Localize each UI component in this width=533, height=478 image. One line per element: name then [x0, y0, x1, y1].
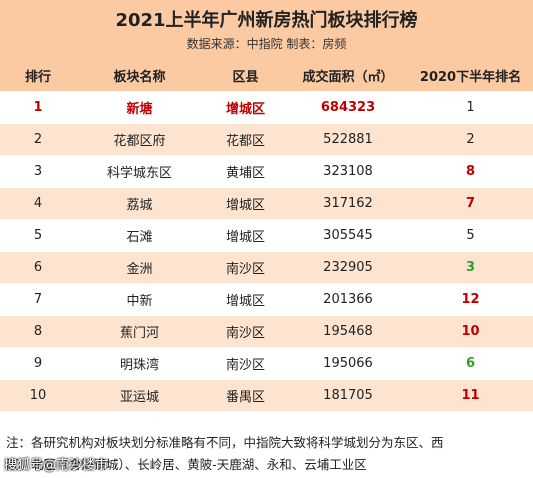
footnote-line-1: 注：各研究机构对板块划分标准略有不同，中指院大致将科学城划分为东区、西: [6, 435, 444, 450]
cell-area: 201366: [288, 283, 408, 316]
footnote-line-2: 区、北区（含知识城）、长岭居、黄陂-天鹿湖、永和、云埔工业区: [6, 457, 367, 472]
cell-rank: 7: [0, 283, 76, 316]
cell-prev-rank: 1: [408, 91, 533, 124]
cell-district: 增城区: [203, 187, 288, 220]
table-body: 1 新塘 增城区 684323 1 2 花都区府 花都区 522881 2 3 科学城东区 黄埔区 323…: [0, 91, 533, 412]
cell-rank: 10: [0, 379, 76, 412]
cell-area: 305545: [288, 219, 408, 252]
cell-name: 亚运城: [76, 379, 203, 412]
cell-name: 花都区府: [76, 123, 203, 156]
cell-prev-rank: 6: [408, 347, 533, 380]
cell-area: 522881: [288, 123, 408, 156]
cell-area: 195066: [288, 347, 408, 380]
cell-district: 番禺区: [203, 379, 288, 412]
cell-prev-rank: 11: [408, 379, 533, 412]
table-row: 7 中新 增城区 201366 12: [0, 283, 533, 316]
cell-prev-rank: 8: [408, 155, 533, 188]
table-row: 1 新塘 增城区 684323 1: [0, 91, 533, 124]
table-header-row: 排行 板块名称 区县 成交面积（㎡） 2020下半年排名: [0, 60, 533, 92]
cell-district: 南沙区: [203, 347, 288, 380]
cell-rank: 3: [0, 155, 76, 188]
cell-name: 明珠湾: [76, 347, 203, 380]
cell-district: 增城区: [203, 283, 288, 316]
column-header-district: 区县: [203, 60, 288, 92]
cell-district: 花都区: [203, 123, 288, 156]
column-header-rank: 排行: [0, 60, 76, 92]
table-row: 5 石滩 增城区 305545 5: [0, 219, 533, 252]
cell-area: 317162: [288, 187, 408, 220]
cell-prev-rank: 2: [408, 123, 533, 156]
cell-district: 增城区: [203, 219, 288, 252]
title-block: 2021上半年广州新房热门板块排行榜 数据来源：中指院 制表：房频: [0, 0, 533, 60]
cell-district: 南沙区: [203, 315, 288, 348]
table-row: 10 亚运城 番禺区 181705 11: [0, 379, 533, 412]
cell-prev-rank: 10: [408, 315, 533, 348]
cell-rank: 5: [0, 219, 76, 252]
cell-rank: 4: [0, 187, 76, 220]
cell-name: 科学城东区: [76, 155, 203, 188]
table-row: 8 蕉门河 南沙区 195468 10: [0, 315, 533, 348]
table-row: 4 荔城 增城区 317162 7: [0, 187, 533, 220]
cell-rank: 9: [0, 347, 76, 380]
cell-area: 232905: [288, 251, 408, 284]
table-row: 6 金洲 南沙区 232905 3: [0, 251, 533, 284]
cell-prev-rank: 5: [408, 219, 533, 252]
cell-name: 石滩: [76, 219, 203, 252]
cell-district: 南沙区: [203, 251, 288, 284]
cell-name: 中新: [76, 283, 203, 316]
cell-rank: 8: [0, 315, 76, 348]
cell-area: 195468: [288, 315, 408, 348]
cell-rank: 6: [0, 251, 76, 284]
cell-name: 新塘: [76, 91, 203, 124]
cell-area: 684323: [288, 91, 408, 124]
source-credit: 数据来源：中指院 制表：房频: [186, 37, 347, 51]
cell-area: 181705: [288, 379, 408, 412]
cell-name: 荔城: [76, 187, 203, 220]
cell-district: 增城区: [203, 91, 288, 124]
column-header-area: 成交面积（㎡）: [288, 60, 408, 92]
ranking-table: 排行 板块名称 区县 成交面积（㎡） 2020下半年排名 1 新塘 增城区 68432…: [0, 60, 533, 412]
cell-area: 323108: [288, 155, 408, 188]
cell-rank: 2: [0, 123, 76, 156]
column-header-name: 板块名称: [76, 60, 203, 92]
cell-prev-rank: 12: [408, 283, 533, 316]
cell-name: 金洲: [76, 251, 203, 284]
watermark-text: 搜狐号@南沙楼市: [4, 458, 109, 473]
cell-rank: 1: [0, 91, 76, 124]
footnote: 注：各研究机构对板块划分标准略有不同，中指院大致将科学城划分为东区、西 区、北区…: [6, 432, 531, 476]
cell-district: 黄埔区: [203, 155, 288, 188]
cell-prev-rank: 7: [408, 187, 533, 220]
table-row: 2 花都区府 花都区 522881 2: [0, 123, 533, 156]
cell-prev-rank: 3: [408, 251, 533, 284]
cell-name: 蕉门河: [76, 315, 203, 348]
column-header-prev-rank: 2020下半年排名: [408, 60, 533, 92]
table-row: 9 明珠湾 南沙区 195066 6: [0, 347, 533, 380]
table-row: 3 科学城东区 黄埔区 323108 8: [0, 155, 533, 188]
page-title: 2021上半年广州新房热门板块排行榜: [115, 10, 418, 31]
